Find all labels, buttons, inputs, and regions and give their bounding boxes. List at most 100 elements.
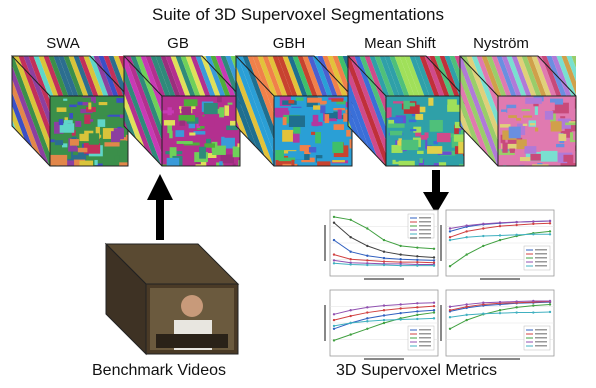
series-point: [349, 321, 352, 325]
series-point: [366, 306, 369, 309]
series-point: [382, 263, 386, 267]
series-point: [515, 220, 518, 224]
series-point: [482, 244, 485, 248]
series-point: [498, 221, 502, 224]
series-point: [448, 316, 452, 319]
series-point: [482, 301, 485, 304]
series-point: [332, 324, 336, 328]
series-point: [366, 327, 369, 330]
series-point: [332, 313, 336, 316]
series-point: [416, 302, 419, 305]
series-point: [448, 227, 452, 230]
series-point: [349, 314, 352, 318]
series-point: [349, 236, 352, 239]
series-point: [548, 230, 552, 233]
series-point: [382, 238, 386, 242]
series-point: [548, 222, 552, 225]
series-point: [332, 259, 336, 262]
series-point: [366, 254, 369, 257]
series-point: [465, 305, 468, 308]
series-point: [548, 219, 552, 223]
series-point: [416, 306, 419, 309]
series-point: [482, 303, 485, 306]
method-label-swa: SWA: [46, 35, 80, 52]
series-point: [482, 312, 485, 315]
series-point: [416, 313, 419, 317]
series-point: [432, 317, 436, 320]
segmentation-cubes: [10, 55, 577, 167]
series-point: [349, 263, 352, 266]
series-point: [399, 264, 402, 267]
series-point: [548, 303, 552, 306]
method-label-mean-shift: Mean Shift: [364, 35, 436, 52]
series-point: [399, 318, 402, 321]
series-point: [399, 307, 402, 310]
series-point: [548, 233, 552, 236]
series-point: [432, 261, 436, 264]
series-point: [448, 327, 452, 330]
series-point: [382, 304, 386, 307]
series-point: [349, 261, 352, 264]
up-arrow: [147, 174, 173, 240]
series-point: [548, 299, 552, 303]
series-point: [432, 259, 436, 262]
series-point: [382, 314, 386, 317]
series-point: [366, 259, 369, 262]
series-point: [332, 238, 336, 242]
series-point: [532, 233, 535, 236]
series-point: [432, 311, 436, 314]
series-point: [332, 253, 336, 256]
method-label-gb: GB: [167, 35, 189, 52]
series-point: [399, 303, 402, 306]
series-point: [465, 318, 468, 322]
series-point: [399, 244, 402, 248]
series-point: [532, 222, 535, 226]
metric-plot-1: [324, 209, 439, 280]
series-point: [465, 303, 468, 306]
series-point: [332, 318, 336, 322]
series-point: [382, 318, 386, 322]
series-point: [382, 256, 386, 260]
series-point: [332, 215, 336, 219]
series-point: [532, 299, 535, 303]
cube-nystr-m: [458, 55, 577, 167]
series-point: [448, 238, 452, 242]
series-point: [498, 224, 502, 228]
series-point: [366, 227, 369, 230]
series-point: [332, 262, 336, 265]
series-point: [482, 227, 485, 230]
series-point: [515, 233, 518, 237]
series-point: [465, 224, 468, 227]
series-point: [448, 230, 452, 233]
series-point: [432, 309, 436, 312]
down-arrow: [423, 170, 449, 214]
series-point: [366, 262, 369, 265]
series-point: [432, 301, 436, 304]
series-point: [349, 309, 352, 312]
series-point: [349, 258, 352, 261]
series-point: [498, 238, 502, 242]
series-point: [416, 310, 419, 313]
metric-plot-4: [440, 289, 555, 360]
series-point: [432, 256, 436, 259]
series-point: [482, 222, 485, 226]
series-point: [532, 304, 535, 307]
method-label-gbh: GBH: [272, 35, 306, 52]
series-point: [432, 264, 436, 267]
series-point: [432, 304, 436, 308]
series-point: [532, 311, 535, 314]
metrics-label: 3D Supervoxel Metrics: [336, 362, 497, 379]
series-point: [399, 258, 402, 261]
method-label-nystrom: Nyström: [473, 35, 529, 52]
series-point: [332, 339, 336, 342]
series-point: [448, 265, 452, 268]
series-point: [465, 313, 468, 317]
series-point: [432, 247, 436, 250]
series-point: [382, 321, 386, 325]
series-point: [448, 236, 452, 239]
series-point: [515, 306, 518, 309]
series-point: [416, 246, 419, 249]
benchmark-video-cube: [104, 242, 240, 356]
series-point: [498, 309, 502, 312]
